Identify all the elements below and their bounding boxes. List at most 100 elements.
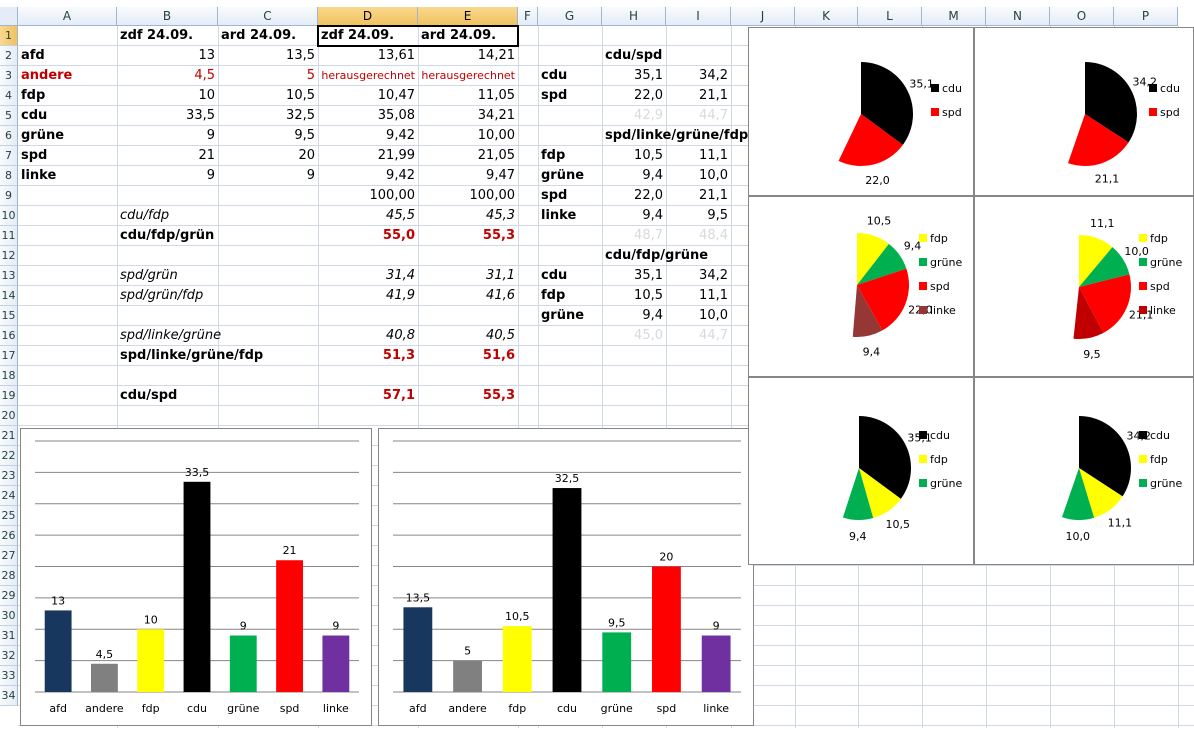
cell-B7[interactable]: 21	[198, 148, 215, 163]
column-header-K[interactable]: K	[795, 7, 858, 26]
column-header-M[interactable]: M	[922, 7, 986, 26]
row-header-27[interactable]: 27	[0, 546, 18, 566]
row-header-10[interactable]: 10	[0, 206, 18, 226]
row-header-20[interactable]: 20	[0, 406, 18, 426]
cell-H6[interactable]: spd/linke/grüne/fdp	[605, 128, 749, 143]
cell-A3[interactable]: andere	[21, 68, 73, 83]
cell-B16[interactable]: spd/linke/grüne	[120, 328, 222, 343]
column-header-I[interactable]: I	[666, 7, 731, 26]
cell-H2[interactable]: cdu/spd	[605, 48, 663, 63]
cell-B17[interactable]: spd/linke/grüne/fdp	[120, 348, 264, 363]
row-header-16[interactable]: 16	[0, 326, 18, 346]
cell-G4[interactable]: spd	[541, 88, 568, 103]
column-header-N[interactable]: N	[986, 7, 1050, 26]
row-header-26[interactable]: 26	[0, 526, 18, 546]
cell-E6[interactable]: 10,00	[477, 128, 515, 143]
row-header-32[interactable]: 32	[0, 646, 18, 666]
cell-H15[interactable]: 9,4	[642, 308, 663, 323]
row-header-30[interactable]: 30	[0, 606, 18, 626]
cell-E10[interactable]: 45,3	[486, 208, 515, 223]
bar-chart-2[interactable]: 13,5 afd 5 andere 10,5 fdp 32,5 cdu 9,5 grüne 20 sp…	[378, 428, 754, 726]
cell-D1[interactable]: zdf 24.09.	[321, 28, 395, 43]
row-header-17[interactable]: 17	[0, 346, 18, 366]
row-header-6[interactable]: 6	[0, 126, 18, 146]
row-header-2[interactable]: 2	[0, 46, 18, 66]
select-all-corner[interactable]	[0, 7, 18, 26]
cell-H11[interactable]: 48,7	[634, 228, 663, 243]
cell-E9[interactable]: 100,00	[469, 188, 516, 203]
cell-G14[interactable]: fdp	[541, 288, 566, 303]
cell-H7[interactable]: 10,5	[634, 148, 663, 163]
cell-E8[interactable]: 9,47	[486, 168, 515, 183]
cell-D19[interactable]: 57,1	[382, 388, 415, 403]
cell-C5[interactable]: 32,5	[286, 108, 315, 123]
row-header-13[interactable]: 13	[0, 266, 18, 286]
cell-I5[interactable]: 44,7	[699, 108, 728, 123]
cell-E1[interactable]: ard 24.09.	[421, 28, 497, 43]
cell-G9[interactable]: spd	[541, 188, 568, 203]
column-header-H[interactable]: H	[602, 7, 666, 26]
row-header-29[interactable]: 29	[0, 586, 18, 606]
bar-chart-1[interactable]: 13 afd 4,5 andere 10 fdp 33,5 cdu 9 grüne 21 spd 9 li…	[20, 428, 372, 726]
cell-H10[interactable]: 9,4	[642, 208, 663, 223]
cell-B10[interactable]: cdu/fdp	[120, 208, 170, 223]
row-header-23[interactable]: 23	[0, 466, 18, 486]
row-header-1[interactable]: 1	[0, 26, 18, 46]
row-header-15[interactable]: 15	[0, 306, 18, 326]
cell-E13[interactable]: 31,1	[486, 268, 515, 283]
cell-B13[interactable]: spd/grün	[120, 268, 178, 283]
cell-C2[interactable]: 13,5	[286, 48, 315, 63]
cell-H16[interactable]: 45,0	[634, 328, 663, 343]
cell-D17[interactable]: 51,3	[382, 348, 415, 363]
column-header-A[interactable]: A	[18, 7, 117, 26]
cell-G3[interactable]: cdu	[541, 68, 568, 83]
row-header-3[interactable]: 3	[0, 66, 18, 86]
cell-I14[interactable]: 11,1	[699, 288, 728, 303]
cell-D3[interactable]: herausgerechnet	[321, 69, 415, 82]
cell-I13[interactable]: 34,2	[699, 268, 728, 283]
pie-chart-4[interactable]: 11,1 10,0 21,1 9,5 fdp grüne spd linke	[974, 196, 1194, 377]
cell-E16[interactable]: 40,5	[486, 328, 515, 343]
cell-I15[interactable]: 10,0	[699, 308, 728, 323]
row-header-8[interactable]: 8	[0, 166, 18, 186]
cell-E2[interactable]: 14,21	[477, 48, 515, 63]
cell-D13[interactable]: 31,4	[386, 268, 415, 283]
cell-B1[interactable]: zdf 24.09.	[120, 28, 194, 43]
cell-D4[interactable]: 10,47	[377, 88, 415, 103]
cell-G10[interactable]: linke	[541, 208, 577, 223]
cell-G8[interactable]: grüne	[541, 168, 585, 183]
cell-D7[interactable]: 21,99	[377, 148, 415, 163]
cell-H14[interactable]: 10,5	[634, 288, 663, 303]
cell-E7[interactable]: 21,05	[477, 148, 515, 163]
column-header-C[interactable]: C	[218, 7, 318, 26]
row-header-14[interactable]: 14	[0, 286, 18, 306]
cell-E19[interactable]: 55,3	[482, 388, 515, 403]
cell-I9[interactable]: 21,1	[699, 188, 728, 203]
row-header-25[interactable]: 25	[0, 506, 18, 526]
cell-H12[interactable]: cdu/fdp/grüne	[605, 248, 709, 263]
column-header-B[interactable]: B	[117, 7, 218, 26]
cell-E11[interactable]: 55,3	[482, 228, 515, 243]
cell-I8[interactable]: 10,0	[699, 168, 728, 183]
cell-B4[interactable]: 10	[198, 88, 215, 103]
cell-B5[interactable]: 33,5	[186, 108, 215, 123]
row-header-11[interactable]: 11	[0, 226, 18, 246]
cell-I7[interactable]: 11,1	[699, 148, 728, 163]
cell-B2[interactable]: 13	[198, 48, 215, 63]
column-header-J[interactable]: J	[731, 7, 795, 26]
cell-D10[interactable]: 45,5	[386, 208, 415, 223]
cell-A2[interactable]: afd	[21, 48, 45, 63]
cell-D5[interactable]: 35,08	[377, 108, 415, 123]
cell-A5[interactable]: cdu	[21, 108, 48, 123]
row-header-31[interactable]: 31	[0, 626, 18, 646]
cell-E14[interactable]: 41,6	[486, 288, 515, 303]
cell-B3[interactable]: 4,5	[194, 68, 215, 83]
row-header-28[interactable]: 28	[0, 566, 18, 586]
cell-B6[interactable]: 9	[206, 128, 215, 143]
row-header-9[interactable]: 9	[0, 186, 18, 206]
cell-I10[interactable]: 9,5	[707, 208, 728, 223]
cell-I3[interactable]: 34,2	[699, 68, 728, 83]
cell-D9[interactable]: 100,00	[369, 188, 416, 203]
cell-I4[interactable]: 21,1	[699, 88, 728, 103]
